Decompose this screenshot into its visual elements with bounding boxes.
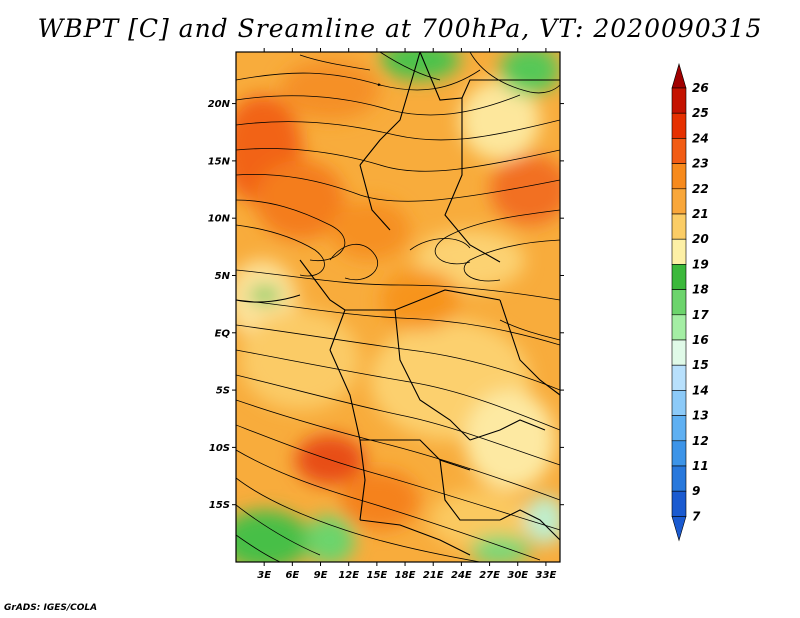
lat-label: 5S [216,386,230,397]
longitude-axis: 3E 6E 9E 12E 15E 18E 21E 24E 27E 30E 33E [257,48,556,581]
colorbar-label: 9 [692,484,700,498]
chart-title: WBPT [C] and Sreamline at 700hPa, VT: 20… [37,14,763,43]
colorbar-top-arrow [671,62,687,89]
colorbar-label: 18 [692,283,709,297]
lon-label: 27E [479,570,500,581]
colorbar-label: 22 [692,182,709,196]
colorbar-box [671,314,687,341]
colorbar-label: 25 [692,106,709,120]
colorbar-box [671,465,687,492]
colorbar-label: 23 [692,157,709,171]
streamlines [236,52,560,562]
lat-label: EQ [215,328,231,339]
colorbar-box [671,163,687,190]
lon-label: 9E [314,570,328,581]
colorbar-label: 7 [692,509,701,523]
colorbar-label: 26 [692,81,709,95]
colorbar-label: 14 [692,383,709,397]
country-borders [236,52,560,556]
lon-label: 12E [338,570,359,581]
colorbar-box [671,112,687,139]
colorbar-box [671,213,687,240]
lat-label: 10S [209,443,230,454]
lon-label: 24E [451,570,472,581]
colorbar-box [671,415,687,442]
colorbar-box [671,364,687,391]
colorbar-label: 15 [692,358,709,372]
colorbar-box [671,238,687,265]
colorbar-box [671,264,687,290]
colorbar-box [671,87,687,114]
latitude-axis: 20N 15N 10N 5N EQ 5S 10S 15S [208,99,564,511]
colorbar-label: 12 [692,434,709,448]
colorbar-bottom-arrow [671,516,687,542]
colorbar-box [671,339,687,366]
lat-label: 10N [208,214,231,225]
lon-label: 33E [536,570,557,581]
colorbar-label: 13 [692,409,709,423]
colorbar-box [671,440,687,467]
colorbar-box [671,138,687,164]
grads-credit: GrADS: IGES/COLA [4,603,98,613]
lon-label: 6E [285,570,299,581]
colorbar-label: 16 [692,333,709,347]
colorbar-box [671,188,687,215]
colorbar-label: 24 [692,131,709,145]
colorbar-label: 19 [692,257,709,271]
lon-label: 3E [257,570,271,581]
lat-label: 5N [215,271,231,282]
lon-label: 15E [366,570,387,581]
colorbar-label: 11 [692,459,709,473]
lat-label: 20N [208,99,231,110]
lon-label: 30E [507,570,528,581]
colorbar-label: 21 [692,207,709,221]
lat-label: 15S [209,500,230,511]
colorbar-box [671,490,687,517]
lon-label: 18E [395,570,416,581]
lat-label: 15N [208,156,231,167]
lon-label: 21E [423,570,444,581]
colorbar-label: 20 [692,232,709,246]
map-frame [235,51,561,563]
colorbar-label: 17 [692,308,709,322]
colorbar-box [671,289,687,316]
colorbar-box [671,390,687,416]
